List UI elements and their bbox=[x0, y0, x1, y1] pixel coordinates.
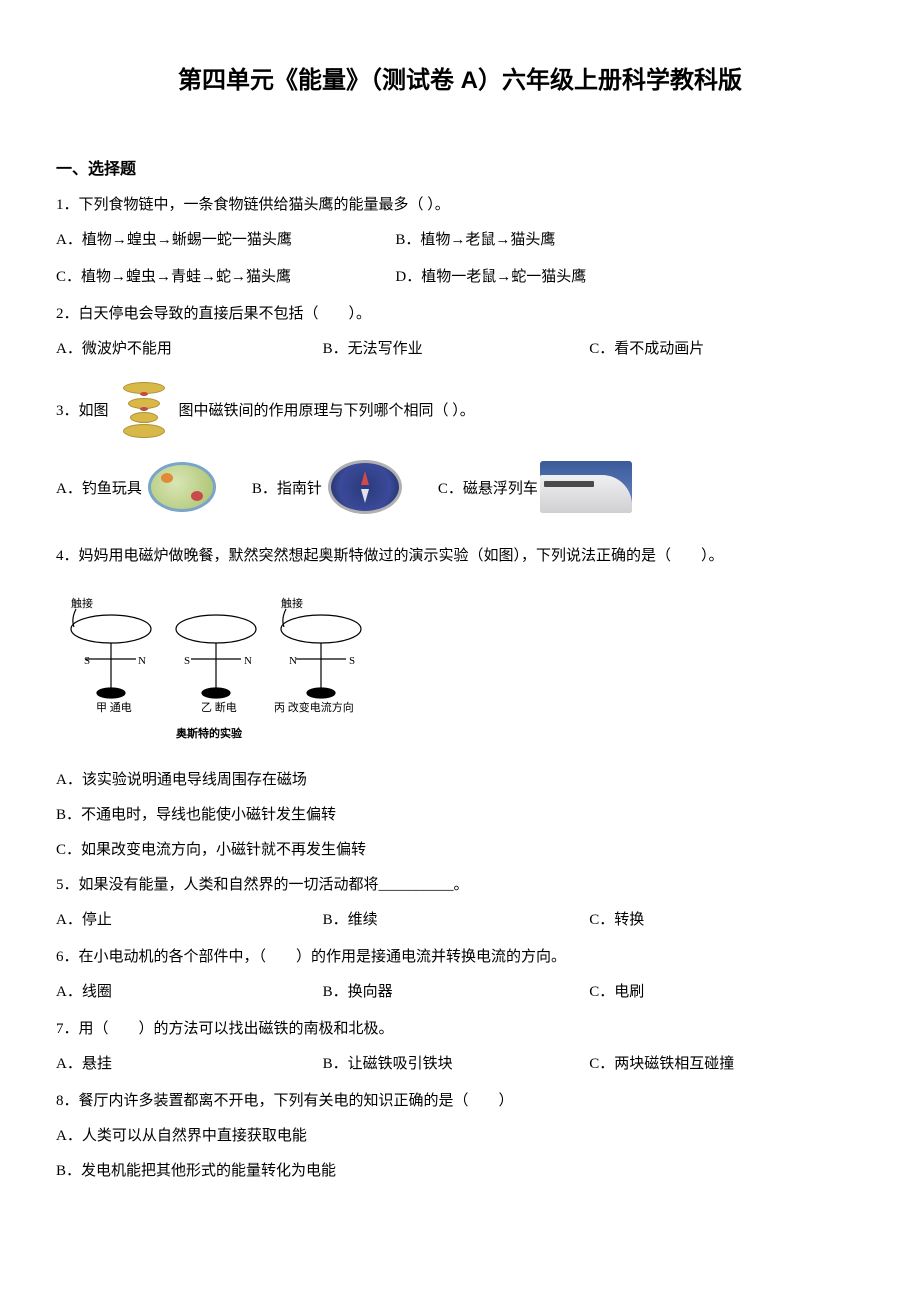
svg-text:奥斯特的实验: 奥斯特的实验 bbox=[175, 726, 243, 740]
maglev-train-icon bbox=[540, 461, 632, 513]
q7-stem: 7．用（ ）的方法可以找出磁铁的南极和北极。 bbox=[56, 1017, 864, 1038]
svg-text:N: N bbox=[289, 655, 297, 667]
q7-options: A．悬挂 B．让磁铁吸引铁块 C．两块磁铁相互碰撞 bbox=[56, 1052, 864, 1073]
svg-text:乙 断电: 乙 断电 bbox=[201, 700, 237, 714]
q3-B: B．指南针 bbox=[252, 477, 322, 498]
svg-text:丙 改变电流方向: 丙 改变电流方向 bbox=[274, 700, 354, 714]
svg-text:S: S bbox=[184, 655, 190, 667]
q3-post: 图中磁铁间的作用原理与下列哪个相同（ ）。 bbox=[179, 399, 475, 420]
q6-B: B．换向器 bbox=[323, 980, 590, 1001]
q3-options: A．钓鱼玩具 B．指南针 C．磁悬浮列车 bbox=[56, 460, 864, 514]
q6-options: A．线圈 B．换向器 C．电刷 bbox=[56, 980, 864, 1001]
q2-options: A．微波炉不能用 B．无法写作业 C．看不成动画片 bbox=[56, 337, 864, 358]
q5-A: A．停止 bbox=[56, 908, 323, 929]
q5-B: B．维续 bbox=[323, 908, 590, 929]
q1-A: A．植物→蝗虫→蜥蜴一蛇一猫头鹰 bbox=[56, 228, 395, 249]
q7-C: C．两块磁铁相互碰撞 bbox=[589, 1052, 856, 1073]
q7-B: B．让磁铁吸引铁块 bbox=[323, 1052, 590, 1073]
q2-stem: 2．白天停电会导致的直接后果不包括（ ）。 bbox=[56, 302, 864, 323]
q8-stem: 8．餐厅内许多装置都离不开电，下列有关电的知识正确的是（ ） bbox=[56, 1089, 864, 1110]
q3-C-wrap: C．磁悬浮列车 bbox=[438, 461, 632, 513]
svg-text:S: S bbox=[349, 655, 355, 667]
q4-B: B．不通电时，导线也能使小磁针发生偏转 bbox=[56, 803, 864, 824]
q3-pre: 3．如图 bbox=[56, 399, 109, 420]
q2-B: B．无法写作业 bbox=[323, 337, 590, 358]
q3-stem: 3．如图 图中磁铁间的作用原理与下列哪个相同（ ）。 bbox=[56, 382, 864, 436]
q5-stem: 5．如果没有能量，人类和自然界的一切活动都将__________。 bbox=[56, 873, 864, 894]
q8-A: A．人类可以从自然界中直接获取电能 bbox=[56, 1124, 864, 1145]
q3-B-wrap: B．指南针 bbox=[252, 460, 402, 514]
q4-stem: 4．妈妈用电磁炉做晚餐，默然突然想起奥斯特做过的演示实验（如图），下列说法正确的… bbox=[56, 544, 864, 565]
q3-A-wrap: A．钓鱼玩具 bbox=[56, 462, 216, 512]
q1-row2: C．植物→蝗虫→青蛙→蛇→猫头鹰 D．植物一老鼠→蛇一猫头鹰 bbox=[56, 265, 864, 286]
q8-B: B．发电机能把其他形式的能量转化为电能 bbox=[56, 1159, 864, 1180]
section-heading: 一、选择题 bbox=[56, 155, 864, 179]
q6-stem: 6．在小电动机的各个部件中，（ ）的作用是接通电流并转换电流的方向。 bbox=[56, 945, 864, 966]
q6-C: C．电刷 bbox=[589, 980, 856, 1001]
svg-text:甲 通电: 甲 通电 bbox=[96, 701, 132, 714]
q3-A: A．钓鱼玩具 bbox=[56, 477, 142, 498]
q1-C: C．植物→蝗虫→青蛙→蛇→猫头鹰 bbox=[56, 265, 395, 286]
svg-text:S: S bbox=[84, 655, 90, 667]
q6-A: A．线圈 bbox=[56, 980, 323, 1001]
oersted-experiment-diagram: S N 触接 甲 通电 S N 乙 断电 N S 触接 丙 改变电流方向 奥斯特… bbox=[56, 589, 376, 749]
svg-text:N: N bbox=[138, 655, 146, 667]
q1-stem: 1．下列食物链中，一条食物链供给猫头鹰的能量最多（ ）。 bbox=[56, 193, 864, 214]
q1-row1: A．植物→蝗虫→蜥蜴一蛇一猫头鹰 B．植物→老鼠→猫头鹰 bbox=[56, 228, 864, 249]
svg-text:触接: 触接 bbox=[71, 596, 93, 610]
q3-C: C．磁悬浮列车 bbox=[438, 477, 538, 498]
q5-C: C．转换 bbox=[589, 908, 856, 929]
svg-text:N: N bbox=[244, 655, 252, 667]
q2-C: C．看不成动画片 bbox=[589, 337, 856, 358]
fishing-toy-icon bbox=[148, 462, 216, 512]
q2-A: A．微波炉不能用 bbox=[56, 337, 323, 358]
page-title: 第四单元《能量》（测试卷 A）六年级上册科学教科版 bbox=[56, 60, 864, 95]
q5-options: A．停止 B．维续 C．转换 bbox=[56, 908, 864, 929]
q4-A: A．该实验说明通电导线周围存在磁场 bbox=[56, 768, 864, 789]
q1-D: D．植物一老鼠→蛇一猫头鹰 bbox=[395, 265, 799, 286]
compass-icon bbox=[328, 460, 402, 514]
page-content: 第四单元《能量》（测试卷 A）六年级上册科学教科版 一、选择题 1．下列食物链中… bbox=[0, 0, 920, 1254]
q7-A: A．悬挂 bbox=[56, 1052, 323, 1073]
magnet-top-icon bbox=[123, 382, 165, 436]
svg-text:触接: 触接 bbox=[281, 596, 303, 610]
q4-C: C．如果改变电流方向，小磁针就不再发生偏转 bbox=[56, 838, 864, 859]
q1-B: B．植物→老鼠→猫头鹰 bbox=[395, 228, 799, 249]
